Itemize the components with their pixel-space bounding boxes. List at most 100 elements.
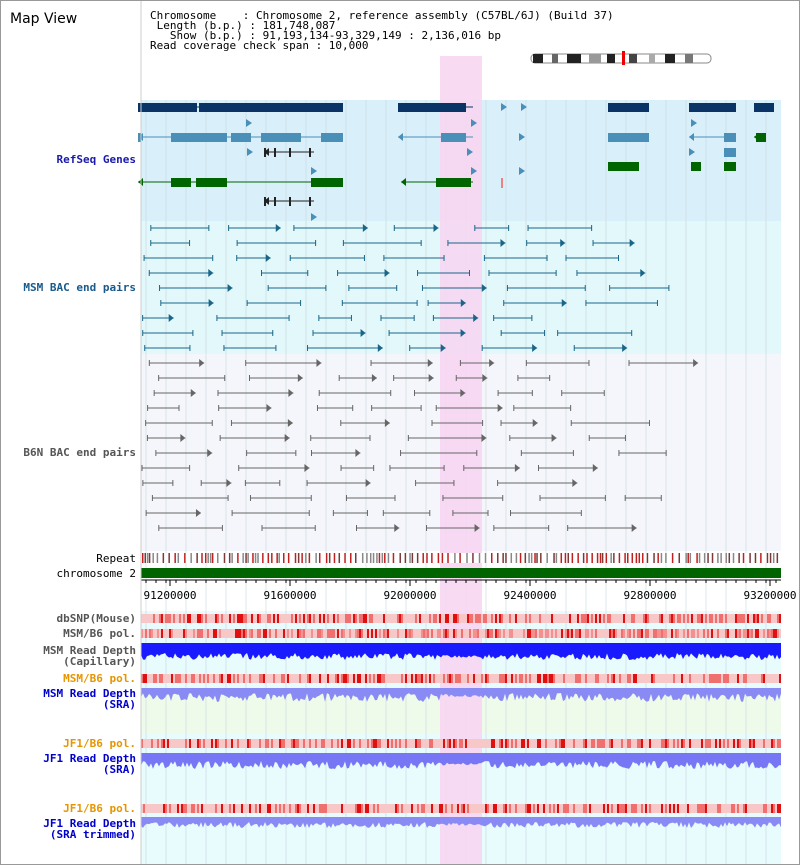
- heat-cell: [369, 614, 371, 623]
- heat-cell: [603, 739, 605, 748]
- gene-arrow: [398, 103, 403, 111]
- heat-cell: [283, 739, 285, 748]
- msm-bac-pair-end: [460, 329, 466, 337]
- heat-cell: [227, 674, 229, 683]
- jf1-b6-pol-label[interactable]: JF1/B6 pol.: [63, 737, 136, 750]
- heat-cell: [243, 629, 245, 638]
- b6n-bac-pair-end: [497, 404, 503, 412]
- gene-arrow: [398, 133, 403, 141]
- heat-cell: [439, 629, 441, 638]
- heat-cell: [723, 739, 725, 748]
- heat-cell: [665, 804, 667, 813]
- gene-exon: [398, 103, 466, 112]
- heat-cell: [249, 629, 251, 638]
- b6n-bac-label[interactable]: B6N BAC end pairs: [23, 446, 136, 459]
- heat-cell: [179, 614, 181, 623]
- gene-exon: [171, 178, 191, 187]
- heat-cell: [287, 674, 289, 683]
- b6n-bac-track[interactable]: [141, 359, 699, 532]
- jf1-sra-depth-label[interactable]: JF1 Read Depth (SRA): [1, 753, 136, 775]
- repeat-track[interactable]: [141, 553, 781, 563]
- dbsnp-label[interactable]: dbSNP(Mouse): [56, 612, 136, 625]
- heat-cell: [545, 739, 547, 748]
- heat-cell: [415, 739, 417, 748]
- repeat-element: [422, 553, 424, 563]
- heat-cell: [319, 804, 321, 813]
- heat-cell: [307, 804, 309, 813]
- repeat-element: [653, 553, 655, 563]
- heat-cell: [199, 614, 201, 623]
- heat-cell: [505, 804, 507, 813]
- heat-cell: [161, 674, 163, 683]
- msm-capillary-depth-label[interactable]: MSM Read Depth (Capillary): [1, 645, 136, 667]
- refseq-genes-track[interactable]: [138, 103, 774, 221]
- heat-cell: [753, 739, 755, 748]
- repeat-element: [491, 553, 493, 563]
- heat-cell: [487, 629, 489, 638]
- heat-cell: [743, 614, 745, 623]
- repeat-label[interactable]: Repeat: [96, 552, 136, 565]
- heat-cell: [497, 629, 499, 638]
- heat-cell: [295, 739, 297, 748]
- heat-cell: [207, 674, 209, 683]
- msm-b6-pol2-label[interactable]: MSM/B6 pol.: [63, 672, 136, 685]
- chromosome-ideogram[interactable]: [530, 51, 712, 65]
- heat-cell: [355, 804, 357, 813]
- heat-cell: [523, 629, 525, 638]
- heat-cell: [337, 614, 339, 623]
- heat-cell: [725, 674, 727, 683]
- heat-cell: [603, 614, 605, 623]
- heat-cell: [573, 804, 575, 813]
- jf1-trimmed-depth-label[interactable]: JF1 Read Depth (SRA trimmed): [1, 818, 136, 840]
- depth-profile: [141, 753, 781, 769]
- heat-cell: [199, 629, 201, 638]
- repeat-element: [294, 553, 297, 563]
- msm-bac-label[interactable]: MSM BAC end pairs: [23, 281, 136, 294]
- repeat-element: [530, 553, 533, 563]
- heat-cell: [487, 804, 489, 813]
- heat-cell: [173, 614, 175, 623]
- heat-cell: [243, 674, 245, 683]
- heat-cell: [445, 804, 447, 813]
- heat-cell: [271, 739, 273, 748]
- heat-cell: [631, 804, 633, 813]
- heat-cell: [637, 629, 639, 638]
- repeat-element: [146, 553, 149, 563]
- repeat-element: [524, 553, 527, 563]
- heat-cell: [297, 739, 299, 748]
- heat-cell: [401, 674, 403, 683]
- repeat-element: [190, 553, 192, 563]
- heat-cell: [749, 629, 751, 638]
- repeat-element: [404, 553, 407, 563]
- heat-cell: [583, 804, 585, 813]
- repeat-element: [318, 553, 321, 563]
- msm-bac-track[interactable]: [142, 224, 670, 352]
- msm-sra-depth-label[interactable]: MSM Read Depth (SRA): [1, 688, 136, 710]
- heat-cell: [545, 674, 547, 683]
- msm-b6-pol-label[interactable]: MSM/B6 pol.: [63, 627, 136, 640]
- heat-cell: [291, 739, 293, 748]
- heat-cell: [665, 739, 667, 748]
- repeat-element: [297, 553, 300, 563]
- heat-cell: [651, 674, 653, 683]
- heat-cell: [263, 674, 265, 683]
- heat-cell: [723, 674, 725, 683]
- heat-cell: [143, 804, 145, 813]
- gene-arrow: [724, 148, 729, 156]
- repeat-element: [638, 553, 641, 563]
- heat-cell: [417, 739, 419, 748]
- refseq-label[interactable]: RefSeq Genes: [56, 153, 136, 166]
- heat-cell: [221, 804, 223, 813]
- heat-cell: [257, 629, 259, 638]
- jf1-b6-pol2-label[interactable]: JF1/B6 pol.: [63, 802, 136, 815]
- heat-cell: [633, 614, 635, 623]
- heat-cell: [769, 629, 771, 638]
- repeat-element: [162, 553, 165, 563]
- heat-cell: [775, 629, 777, 638]
- heat-cell: [549, 674, 551, 683]
- heat-cell: [155, 674, 157, 683]
- heat-cell: [591, 629, 593, 638]
- heat-cell: [617, 804, 619, 813]
- heat-cell: [417, 674, 419, 683]
